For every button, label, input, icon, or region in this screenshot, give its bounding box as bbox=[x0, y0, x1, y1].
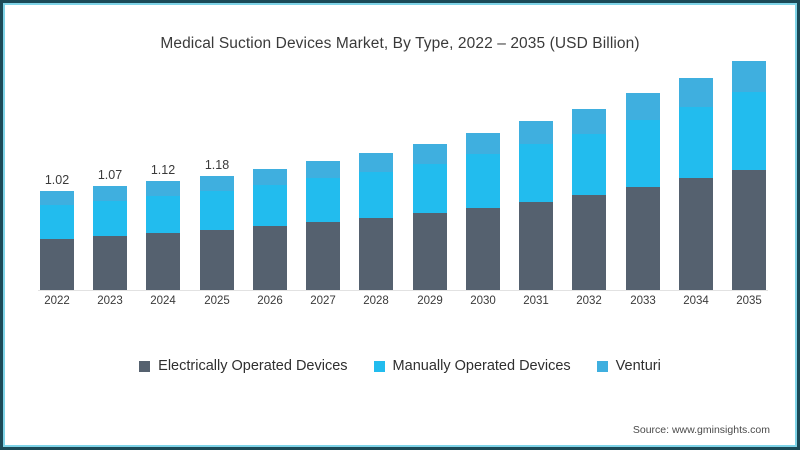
bar-segment bbox=[93, 235, 127, 290]
bar-value-label: 1.12 bbox=[150, 163, 176, 178]
bar-segment bbox=[200, 191, 234, 230]
bar-segment bbox=[359, 153, 393, 172]
x-tick-label: 2030 bbox=[470, 295, 496, 307]
x-axis-tick-labels: 2022 2023 2024 2025 2026 2027 2028 2029 2030 2031… bbox=[40, 295, 766, 315]
bar-segment bbox=[40, 204, 74, 239]
bar-segment bbox=[626, 120, 660, 188]
bar-value-label: 1.07 bbox=[97, 168, 123, 183]
bar-segment bbox=[519, 201, 553, 290]
bar-segment bbox=[413, 143, 447, 164]
x-tick-label: 2024 bbox=[150, 295, 176, 307]
chart-plate bbox=[5, 5, 795, 445]
bar-segment bbox=[306, 160, 340, 179]
bar-segment bbox=[40, 238, 74, 290]
bar-stack bbox=[679, 77, 713, 290]
bar-segment bbox=[200, 229, 234, 290]
source-attribution: Source: www.gminsights.com bbox=[632, 424, 770, 436]
bar-segment bbox=[146, 232, 180, 290]
bar-segment bbox=[572, 133, 606, 195]
legend-swatch-icon bbox=[596, 360, 608, 372]
bar-stack bbox=[732, 61, 766, 290]
x-tick-label: 2035 bbox=[736, 295, 762, 307]
x-axis-line bbox=[38, 290, 768, 291]
legend-swatch-icon bbox=[139, 360, 151, 372]
chart-title: Medical Suction Devices Market, By Type,… bbox=[160, 35, 640, 52]
bar-segment bbox=[679, 178, 713, 290]
legend-item[interactable]: Venturi bbox=[596, 358, 661, 374]
x-tick-label: 2026 bbox=[257, 295, 283, 307]
x-tick-label: 2034 bbox=[683, 295, 709, 307]
bar-value-label: 1.18 bbox=[204, 157, 230, 172]
bar-segment bbox=[466, 207, 500, 290]
x-tick-label: 2023 bbox=[97, 295, 123, 307]
bar-segment bbox=[519, 121, 553, 145]
bar-segment bbox=[732, 61, 766, 93]
bar-segment bbox=[626, 187, 660, 290]
bar-segment bbox=[466, 154, 500, 208]
bar-segment bbox=[519, 144, 553, 202]
bar-segment bbox=[200, 175, 234, 192]
bar-segment bbox=[572, 108, 606, 134]
legend-label: Manually Operated Devices bbox=[392, 358, 571, 374]
bar-segment bbox=[253, 168, 287, 186]
bar-stack bbox=[93, 186, 127, 290]
bar-segment bbox=[679, 106, 713, 179]
x-tick-label: 2032 bbox=[576, 295, 602, 307]
bar-segment bbox=[572, 194, 606, 290]
x-tick-label: 2022 bbox=[44, 295, 70, 307]
x-tick-label: 2025 bbox=[204, 295, 230, 307]
x-tick-label: 2031 bbox=[523, 295, 549, 307]
x-tick-label: 2027 bbox=[310, 295, 336, 307]
bar-segment bbox=[306, 178, 340, 223]
legend-label: Electrically Operated Devices bbox=[158, 358, 348, 374]
plot-area: 1.02 1.07 1.12 1.18 bbox=[40, 61, 766, 290]
bar-stack bbox=[359, 153, 393, 290]
bar-segment bbox=[253, 225, 287, 290]
bar-segment bbox=[626, 93, 660, 121]
bar-stack bbox=[306, 160, 340, 290]
bar-segment bbox=[93, 186, 127, 201]
bar-stack bbox=[413, 143, 447, 290]
x-tick-label: 2028 bbox=[363, 295, 389, 307]
bar-segment bbox=[359, 218, 393, 290]
bar-stack bbox=[572, 108, 606, 290]
bar-segment bbox=[253, 185, 287, 226]
bar-stack bbox=[253, 168, 287, 290]
legend-swatch-icon bbox=[373, 360, 385, 372]
legend-item[interactable]: Electrically Operated Devices bbox=[139, 358, 348, 374]
bar-segment bbox=[413, 163, 447, 214]
legend-item[interactable]: Manually Operated Devices bbox=[373, 358, 571, 374]
x-tick-label: 2029 bbox=[417, 295, 443, 307]
bar-segment bbox=[359, 171, 393, 219]
bar-stack bbox=[40, 191, 74, 290]
bar-stack bbox=[519, 121, 553, 290]
bar-segment bbox=[732, 169, 766, 290]
chart-legend: Electrically Operated Devices Manually Op… bbox=[0, 358, 800, 374]
bar-segment bbox=[413, 213, 447, 290]
bar-segment bbox=[466, 132, 500, 155]
bar-segment bbox=[93, 200, 127, 236]
bar-segment bbox=[146, 181, 180, 196]
bar-segment bbox=[306, 222, 340, 290]
bar-segment bbox=[146, 195, 180, 233]
bar-stack bbox=[626, 93, 660, 290]
bar-segment bbox=[732, 92, 766, 170]
bar-segment bbox=[679, 77, 713, 107]
x-tick-label: 2033 bbox=[630, 295, 656, 307]
bar-stack bbox=[466, 132, 500, 290]
bar-stack bbox=[146, 181, 180, 290]
bar-stack bbox=[200, 175, 234, 290]
bar-segment bbox=[40, 191, 74, 205]
bar-value-label: 1.02 bbox=[44, 173, 70, 188]
legend-label: Venturi bbox=[615, 358, 661, 374]
